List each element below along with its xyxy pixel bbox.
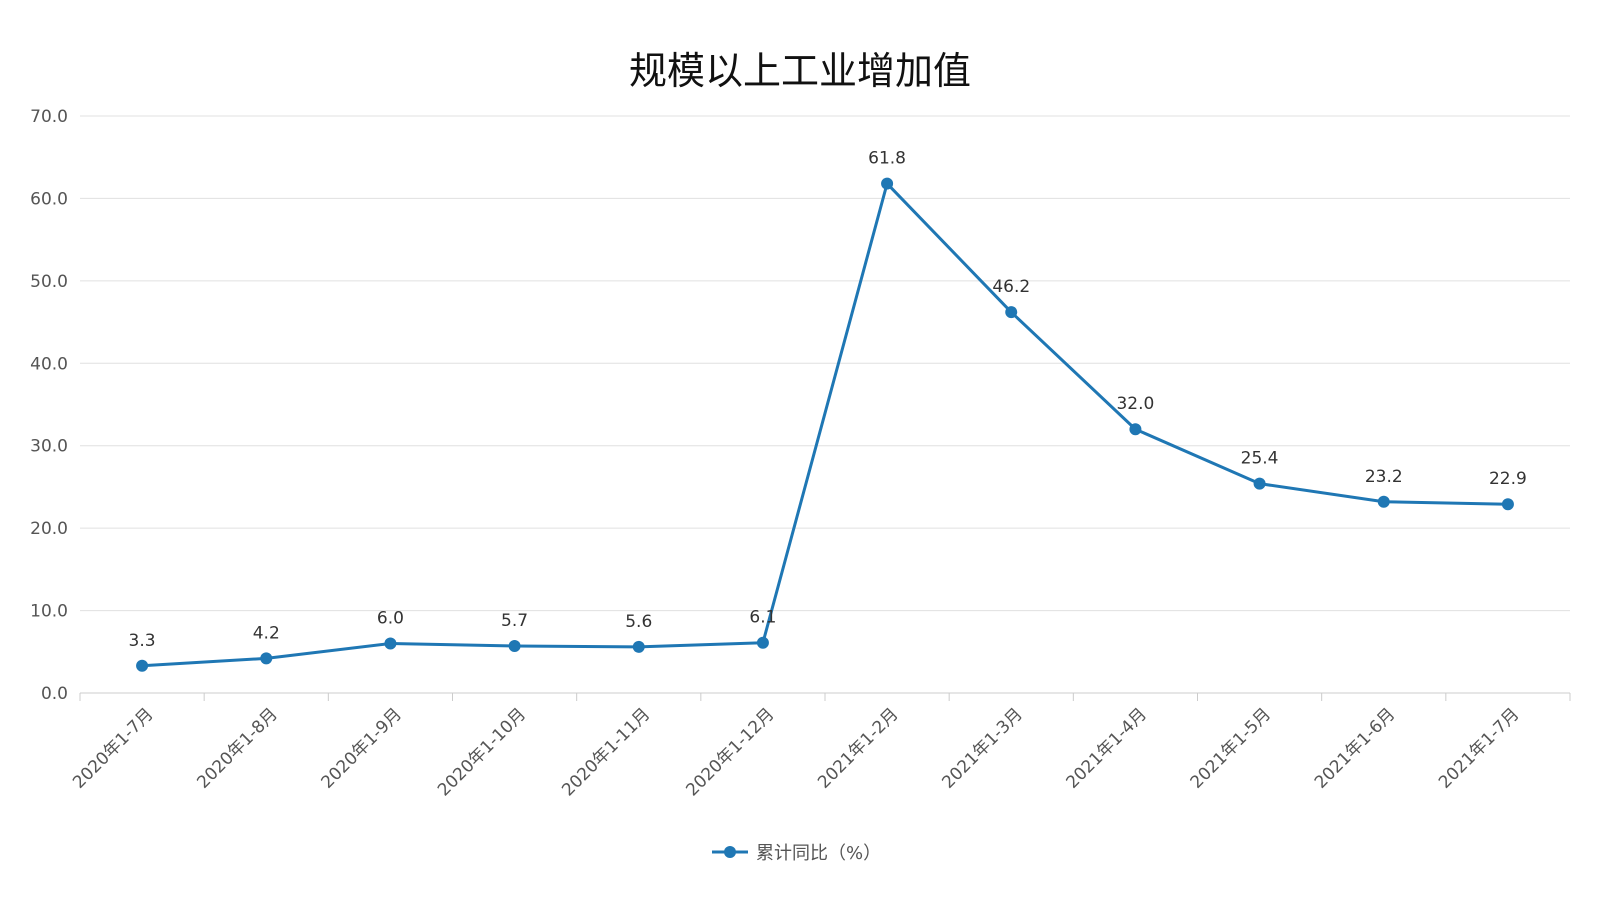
data-label: 5.6 <box>625 612 652 632</box>
y-tick-label: 20.0 <box>30 519 68 539</box>
data-label: 3.3 <box>129 631 156 651</box>
chart-title: 规模以上工业增加值 <box>628 49 971 93</box>
data-point <box>881 177 894 190</box>
data-label: 22.9 <box>1489 469 1527 489</box>
data-point <box>508 640 521 653</box>
x-tick-label: 2020年1-7月 <box>69 704 157 792</box>
data-point <box>136 659 149 672</box>
data-point <box>260 652 273 665</box>
data-label: 4.2 <box>253 623 280 643</box>
data-label: 5.7 <box>501 611 528 631</box>
data-point <box>1129 423 1142 436</box>
data-label: 25.4 <box>1241 449 1279 469</box>
data-point <box>1253 477 1266 490</box>
y-tick-label: 30.0 <box>30 437 68 457</box>
data-point <box>632 640 645 653</box>
data-label: 23.2 <box>1365 467 1403 487</box>
x-tick-label: 2020年1-12月 <box>682 704 778 800</box>
x-tick-label: 2021年1-3月 <box>938 704 1026 792</box>
x-tick-label: 2021年1-4月 <box>1063 704 1151 792</box>
data-label: 61.8 <box>868 149 906 169</box>
x-tick-label: 2021年1-7月 <box>1435 704 1523 792</box>
y-tick-label: 10.0 <box>30 602 68 622</box>
x-tick-label: 2020年1-11月 <box>558 704 654 800</box>
x-tick-label: 2021年1-6月 <box>1311 704 1399 792</box>
data-point <box>756 636 769 649</box>
legend-label: 累计同比（%） <box>756 843 881 864</box>
y-tick-label: 70.0 <box>30 107 68 127</box>
legend-marker <box>724 846 736 858</box>
data-point <box>1377 495 1390 508</box>
data-label: 46.2 <box>992 277 1030 297</box>
x-tick-label: 2021年1-5月 <box>1187 704 1275 792</box>
y-tick-label: 0.0 <box>41 684 68 704</box>
y-tick-label: 40.0 <box>30 354 68 374</box>
y-tick-label: 50.0 <box>30 272 68 292</box>
y-tick-label: 60.0 <box>30 189 68 209</box>
data-point <box>1005 306 1018 319</box>
data-label: 32.0 <box>1116 394 1154 414</box>
data-label: 6.1 <box>749 608 776 628</box>
x-tick-label: 2020年1-9月 <box>318 704 406 792</box>
data-point <box>384 637 397 650</box>
x-tick-label: 2020年1-10月 <box>434 704 530 800</box>
data-label: 6.0 <box>377 609 404 629</box>
data-point <box>1501 498 1514 511</box>
x-tick-label: 2020年1-8月 <box>193 704 281 792</box>
series-line <box>141 182 1508 668</box>
x-tick-label: 2021年1-2月 <box>814 704 902 792</box>
